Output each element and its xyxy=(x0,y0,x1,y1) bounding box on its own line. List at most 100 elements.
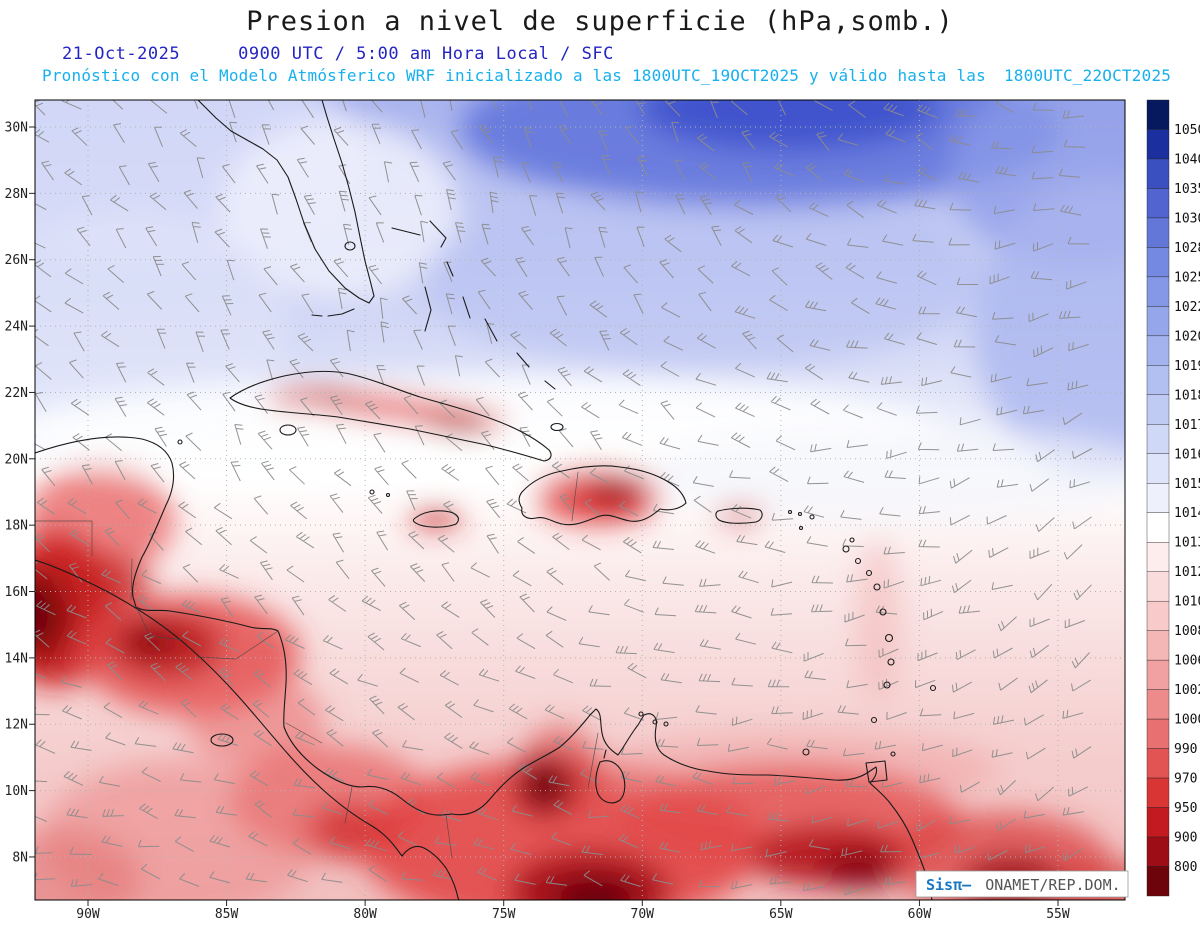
colorbar-label: 1015 xyxy=(1174,477,1200,492)
colorbar-cell xyxy=(1146,600,1170,631)
datetime-line: 21-Oct-2025 0900 UTC / 5:00 am Hora Local… xyxy=(0,44,1200,64)
lon-label: 75W xyxy=(492,907,516,922)
colorbar-label: 1025 xyxy=(1174,270,1200,285)
colorbar-cell xyxy=(1146,306,1170,337)
colorbar-label: 1050 xyxy=(1174,123,1200,138)
lat-label: 30N xyxy=(5,121,28,136)
lesser-antilles xyxy=(177,439,937,757)
watermark-box xyxy=(915,870,1129,898)
colorbar-cell xyxy=(1146,129,1170,160)
colorbar-cell xyxy=(1146,659,1170,690)
lake-okeechobee xyxy=(344,241,356,251)
colorbar-label: 1019 xyxy=(1174,359,1200,374)
colorbar-cell xyxy=(1146,571,1170,602)
lat-label: 28N xyxy=(5,187,28,202)
florida-keys xyxy=(311,308,355,317)
lat-label: 12N xyxy=(5,718,28,733)
colorbar-cell xyxy=(1146,453,1170,484)
watermark: Sisπ— ONAMET/REP.DOM. xyxy=(915,870,1129,898)
lon-label: 90W xyxy=(76,907,100,922)
page-title: Presion a nivel de superficie (hPa,somb.… xyxy=(246,6,954,37)
forecast-line: Pronóstico con el Modelo Atmósferico WRF… xyxy=(0,66,1200,85)
colorbar-label: 1012 xyxy=(1174,565,1200,580)
lat-label: 26N xyxy=(5,253,28,268)
colorbar: 1050 1040 1035 1030 1028 1025 1022 1020 1019 1018… xyxy=(1146,99,1200,897)
colorbar-cell xyxy=(1146,718,1170,749)
colorbar-cell xyxy=(1146,630,1170,661)
date-label: 21-Oct-2025 xyxy=(62,44,181,64)
coastline-florida xyxy=(197,100,375,304)
country-borders xyxy=(35,471,599,859)
coastline-layer xyxy=(35,100,937,900)
graticule-layer xyxy=(35,100,1125,900)
lake-maracaibo xyxy=(595,749,626,804)
colorbar-cell xyxy=(1146,512,1170,543)
colorbar-cell xyxy=(1146,365,1170,396)
watermark-source: ONAMET/REP.DOM. xyxy=(985,876,1120,894)
colorbar-label: 900 xyxy=(1174,831,1197,846)
lon-label: 80W xyxy=(353,907,377,922)
lat-label: 14N xyxy=(5,651,28,666)
forecast-text: Pronóstico con el Modelo Atmósferico WRF… xyxy=(42,66,986,85)
colorbar-cell xyxy=(1146,276,1170,307)
lat-label: 24N xyxy=(5,320,28,335)
wind-barbs-layer xyxy=(35,100,1093,897)
lat-label: 16N xyxy=(5,585,28,600)
colorbar-label: 1030 xyxy=(1174,211,1200,226)
colorbar-cell xyxy=(1146,217,1170,248)
colorbar-cell xyxy=(1146,542,1170,572)
colorbar-cell xyxy=(1146,748,1170,779)
axis-labels: 90W 85W 80W 75W 70W 65W 60W 55W 30N 28N 26N 24N 22N 2… xyxy=(5,121,1070,923)
colorbar-label: 1008 xyxy=(1174,624,1200,639)
svg-text:Sisπ— ONAMET/REP.DOM.: Sisπ— ONAMET/REP.DOM. xyxy=(926,876,1121,894)
lat-label: 10N xyxy=(5,784,28,799)
isla-juventud xyxy=(279,424,297,436)
wind-barbs xyxy=(35,100,1093,897)
colorbar-cell xyxy=(1146,158,1170,189)
lon-label: 70W xyxy=(631,907,655,922)
colorbar-cell xyxy=(1146,807,1170,838)
lake-nicaragua xyxy=(210,733,234,747)
valid-until-label: 1800UTC_22OCT2025 xyxy=(1003,66,1172,85)
coastline-mainland-caribbean xyxy=(35,436,933,900)
colorbar-label: 1002 xyxy=(1174,683,1200,698)
colorbar-label: 1040 xyxy=(1174,152,1200,167)
lat-label: 8N xyxy=(12,850,28,865)
colorbar-cell xyxy=(1146,483,1170,513)
lon-label: 65W xyxy=(769,907,793,922)
pressure-shading-layer xyxy=(35,100,1125,900)
plot-border xyxy=(34,99,1126,901)
lon-label: 85W xyxy=(215,907,239,922)
colorbar-label: 1014 xyxy=(1174,506,1200,521)
lon-label: 55W xyxy=(1046,907,1070,922)
colorbar-label: 950 xyxy=(1174,801,1197,816)
coastline-jamaica xyxy=(412,510,459,528)
colorbar-label: 990 xyxy=(1174,742,1197,757)
colorbar-cell xyxy=(1146,188,1170,219)
coastline-pacific xyxy=(35,559,460,900)
trinidad xyxy=(865,760,888,783)
colorbar-label: 1017 xyxy=(1174,418,1200,433)
coastline-hispaniola xyxy=(518,465,687,526)
lat-label: 20N xyxy=(5,452,28,467)
colorbar-label: 800 xyxy=(1174,860,1197,875)
colorbar-label: 1016 xyxy=(1174,447,1200,462)
colorbar-label: 1010 xyxy=(1174,595,1200,610)
colorbar-label: 1035 xyxy=(1174,182,1200,197)
colorbar-cell xyxy=(1146,689,1170,720)
colorbar-cell xyxy=(1146,247,1170,278)
coastline-cuba xyxy=(229,370,552,462)
colorbar-cell xyxy=(1146,866,1170,897)
colorbar-cell xyxy=(1146,777,1170,808)
header: Presion a nivel de superficie (hPa,somb.… xyxy=(0,0,1200,85)
colorbar-label: 1020 xyxy=(1174,329,1200,344)
coastline-puerto-rico xyxy=(715,507,763,524)
watermark-brand: Sisπ— xyxy=(926,876,972,894)
colorbar-cell xyxy=(1146,424,1170,454)
lat-label: 18N xyxy=(5,519,28,534)
bahamas-islands xyxy=(391,220,556,390)
colorbar-label: 1013 xyxy=(1174,536,1200,551)
colorbar-cell xyxy=(1146,836,1170,867)
colorbar-cell xyxy=(1146,99,1170,130)
